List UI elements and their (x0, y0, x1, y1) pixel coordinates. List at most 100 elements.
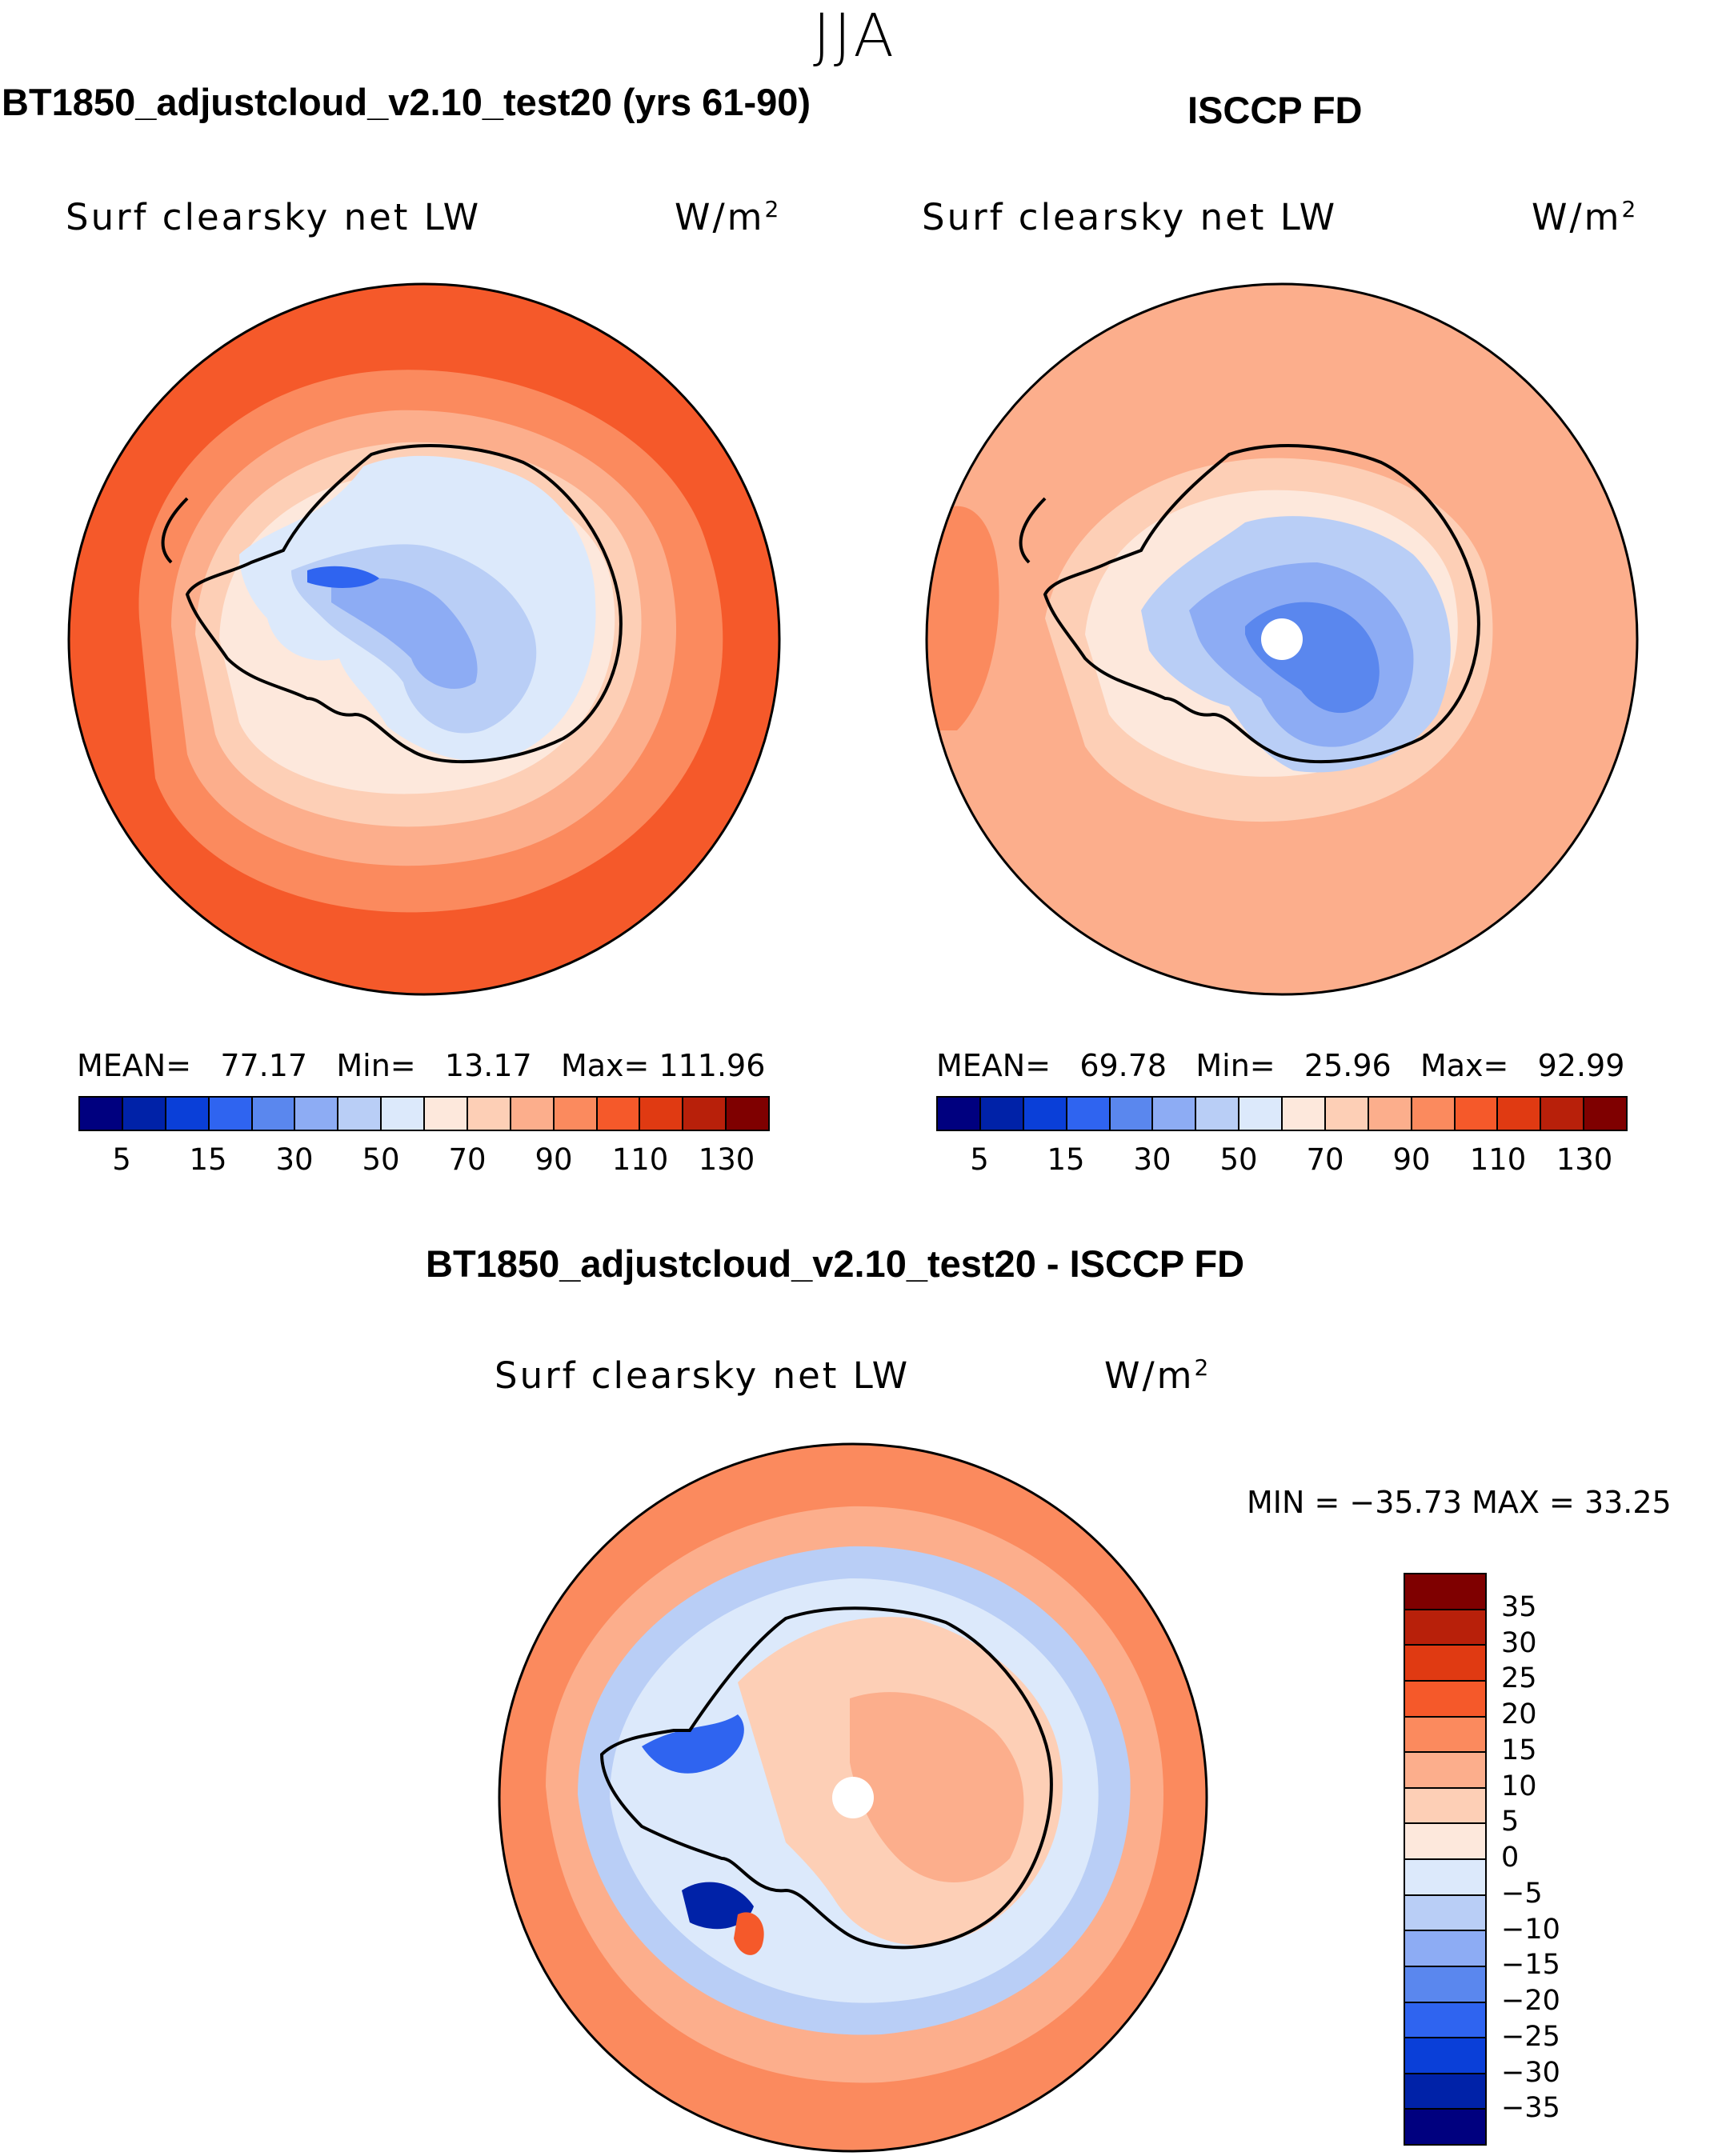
obs-colorbar-swatch (1283, 1098, 1326, 1130)
diff-colorbar-swatch (1405, 1681, 1485, 1718)
map-coastline (161, 444, 623, 764)
diff-colorbar-swatch (1405, 1788, 1485, 1825)
model-units-label: W/m2 (675, 196, 782, 238)
diff-colorbar-tick-label: −35 (1501, 2092, 1560, 2125)
map-coastline (599, 1606, 1053, 1950)
obs-colorbar-swatch (1067, 1098, 1111, 1130)
obs-variable-label: Surf clearsky net LW (922, 196, 1338, 238)
obs-colorbar-swatch (1368, 1098, 1412, 1130)
map-pole-hole (1261, 618, 1303, 660)
model-colorbar-swatch (252, 1098, 296, 1130)
diff-colorbar-tick-label: −10 (1501, 1913, 1560, 1946)
model-colorbar-tick-label: 70 (448, 1142, 487, 1177)
obs-colorbar-swatch (1325, 1098, 1369, 1130)
obs-colorbar-swatch (1584, 1098, 1626, 1130)
diff-colorbar-swatch (1405, 1646, 1485, 1682)
map-coastline (1019, 444, 1480, 764)
diff-colorbar-tick-label: 25 (1501, 1662, 1537, 1695)
map-continent-core (850, 1692, 1024, 1882)
diff-colorbar-tick-label: 10 (1501, 1770, 1537, 1802)
model-colorbar-tick-label: 50 (362, 1142, 400, 1177)
map-low-spot (307, 566, 379, 588)
model-colorbar-swatch (727, 1098, 768, 1130)
model-colorbar-swatch (640, 1098, 684, 1130)
diff-colorbar-tick-label: 15 (1501, 1734, 1537, 1766)
diff-colorbar-swatch (1405, 1753, 1485, 1789)
obs-colorbar-swatch (1239, 1098, 1283, 1130)
model-colorbar-swatch (209, 1098, 253, 1130)
obs-colorbar-swatch (1153, 1098, 1197, 1130)
diff-colorbar-tick-label: 0 (1501, 1842, 1520, 1874)
diff-colorbar-tick-label: 35 (1501, 1590, 1537, 1623)
season-title: JJA (813, 2, 897, 70)
diff-colorbar-tick-label: −15 (1501, 1949, 1560, 1982)
diff-colorbar (1404, 1573, 1487, 2146)
obs-colorbar-swatch (1412, 1098, 1456, 1130)
map-band-west (927, 506, 999, 730)
diff-map (498, 1442, 1208, 2153)
model-colorbar-swatch (511, 1098, 555, 1130)
obs-colorbar-ticks: 5 15 30 50 70 90 110 130 (936, 1142, 1628, 1182)
diff-colorbar-swatch (1405, 2074, 1485, 2110)
obs-colorbar-swatch (1110, 1098, 1154, 1130)
diff-colorbar-swatch (1405, 2038, 1485, 2074)
diff-colorbar-tick-label: −30 (1501, 2056, 1560, 2089)
obs-units-label: W/m2 (1532, 196, 1639, 238)
diff-colorbar-tick-label: −20 (1501, 1985, 1560, 2017)
diff-units-label: W/m2 (1104, 1354, 1211, 1397)
obs-colorbar-swatch (1023, 1098, 1067, 1130)
model-colorbar-swatch (425, 1098, 468, 1130)
map-low-patch-b (682, 1882, 754, 1930)
obs-colorbar-tick-label: 30 (1133, 1142, 1171, 1177)
model-map (67, 282, 781, 996)
obs-colorbar-tick-label: 70 (1306, 1142, 1344, 1177)
model-colorbar-swatch (554, 1098, 598, 1130)
diff-colorbar-tick-label: 30 (1501, 1626, 1537, 1659)
diff-colorbar-swatch (1405, 1860, 1485, 1896)
obs-colorbar-tick-label: 15 (1047, 1142, 1085, 1177)
obs-stats: MEAN= 69.78 Min= 25.96 Max= 92.99 (936, 1048, 1625, 1083)
model-colorbar-tick-label: 90 (535, 1142, 573, 1177)
model-colorbar-tick-label: 30 (275, 1142, 314, 1177)
obs-colorbar-swatch (1541, 1098, 1585, 1130)
obs-colorbar-swatch (938, 1098, 981, 1130)
model-colorbar-swatch (80, 1098, 123, 1130)
diff-colorbar-swatch (1405, 1966, 1485, 2003)
model-colorbar-swatch (166, 1098, 210, 1130)
obs-map (925, 282, 1639, 996)
model-panel-title: BT1850_adjustcloud_v2.10_test20 (yrs 61-… (2, 81, 811, 123)
obs-colorbar-swatch (980, 1098, 1024, 1130)
diff-colorbar-swatch (1405, 1717, 1485, 1754)
model-colorbar-tick-label: 15 (189, 1142, 227, 1177)
diff-panel-title: BT1850_adjustcloud_v2.10_test20 - ISCCP … (426, 1242, 1245, 1285)
model-colorbar-swatch (683, 1098, 727, 1130)
diff-stats: MIN = −35.73 MAX = 33.25 (1247, 1485, 1672, 1520)
diff-colorbar-ticks: 35 30 25 20 15 10 5 0 −5 −10 −15 −20 −25 −30 −35 (1501, 1573, 1597, 2146)
map-continent-blue (331, 578, 478, 690)
diff-colorbar-swatch (1405, 2002, 1485, 2039)
obs-colorbar-tick-label: 50 (1219, 1142, 1258, 1177)
model-colorbar-swatch (382, 1098, 425, 1130)
diff-colorbar-swatch (1405, 1824, 1485, 1860)
diff-colorbar-swatch (1405, 1610, 1485, 1646)
model-variable-label: Surf clearsky net LW (66, 196, 482, 238)
map-high-patch (734, 1912, 764, 1955)
model-stats: MEAN= 77.17 Min= 13.17 Max= 111.96 (77, 1048, 766, 1083)
diff-colorbar-swatch (1405, 1574, 1485, 1610)
diff-colorbar-swatch (1405, 2110, 1485, 2144)
model-colorbar-swatch (122, 1098, 166, 1130)
map-pole-hole (832, 1777, 874, 1818)
obs-panel-title: ISCCP FD (1187, 89, 1363, 131)
obs-colorbar-swatch (1455, 1098, 1499, 1130)
model-colorbar-swatch (467, 1098, 511, 1130)
diff-colorbar-tick-label: 5 (1501, 1806, 1520, 1838)
diff-colorbar-swatch (1405, 1895, 1485, 1932)
model-colorbar-swatch (597, 1098, 641, 1130)
obs-colorbar-tick-label: 110 (1469, 1142, 1527, 1177)
model-colorbar-swatch (295, 1098, 339, 1130)
model-colorbar-tick-label: 130 (698, 1142, 755, 1177)
model-colorbar-swatch (338, 1098, 382, 1130)
obs-colorbar-tick-label: 130 (1556, 1142, 1613, 1177)
model-colorbar-tick-label: 110 (611, 1142, 669, 1177)
obs-colorbar-tick-label: 90 (1392, 1142, 1431, 1177)
